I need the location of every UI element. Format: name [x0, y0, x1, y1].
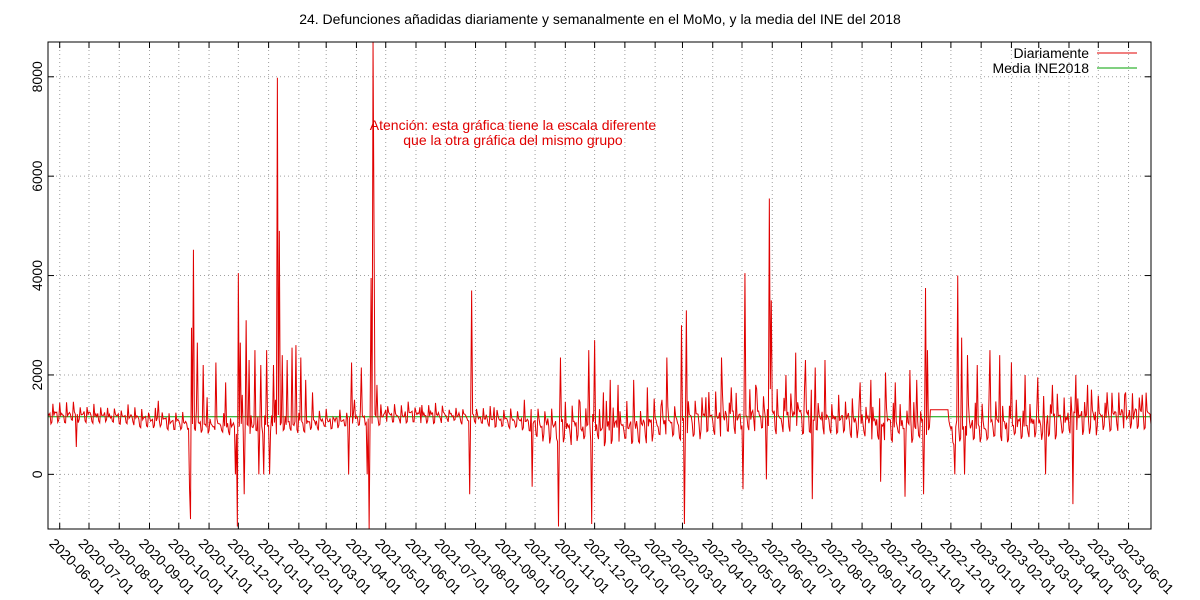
- series-layer: [47, 41, 1152, 530]
- annotation-line-2: que la otra gráfica del mismo grupo: [403, 132, 623, 148]
- legend-label-media-ine2018: Media INE2018: [992, 60, 1089, 76]
- legend-label-diariamente: Diariamente: [1014, 45, 1090, 61]
- y-tick-label: 8000: [29, 61, 45, 92]
- y-tick-label: 2000: [29, 359, 45, 390]
- y-tick-label: 6000: [29, 160, 45, 191]
- plot-frame: [47, 41, 1152, 530]
- legend: Diariamente Media INE2018: [992, 45, 1137, 76]
- annotation-line-1: Atención: esta gráfica tiene la escala d…: [370, 117, 657, 133]
- y-tick-label: 4000: [29, 260, 45, 291]
- annotation: Atención: esta gráfica tiene la escala d…: [370, 117, 657, 148]
- series-line-diariamente: [47, 41, 1152, 530]
- y-tick-label: 0: [29, 470, 45, 478]
- y-axis: 0 2000 4000 6000 8000: [29, 61, 1151, 478]
- chart-title: 24. Defunciones añadidas diariamente y s…: [299, 11, 901, 27]
